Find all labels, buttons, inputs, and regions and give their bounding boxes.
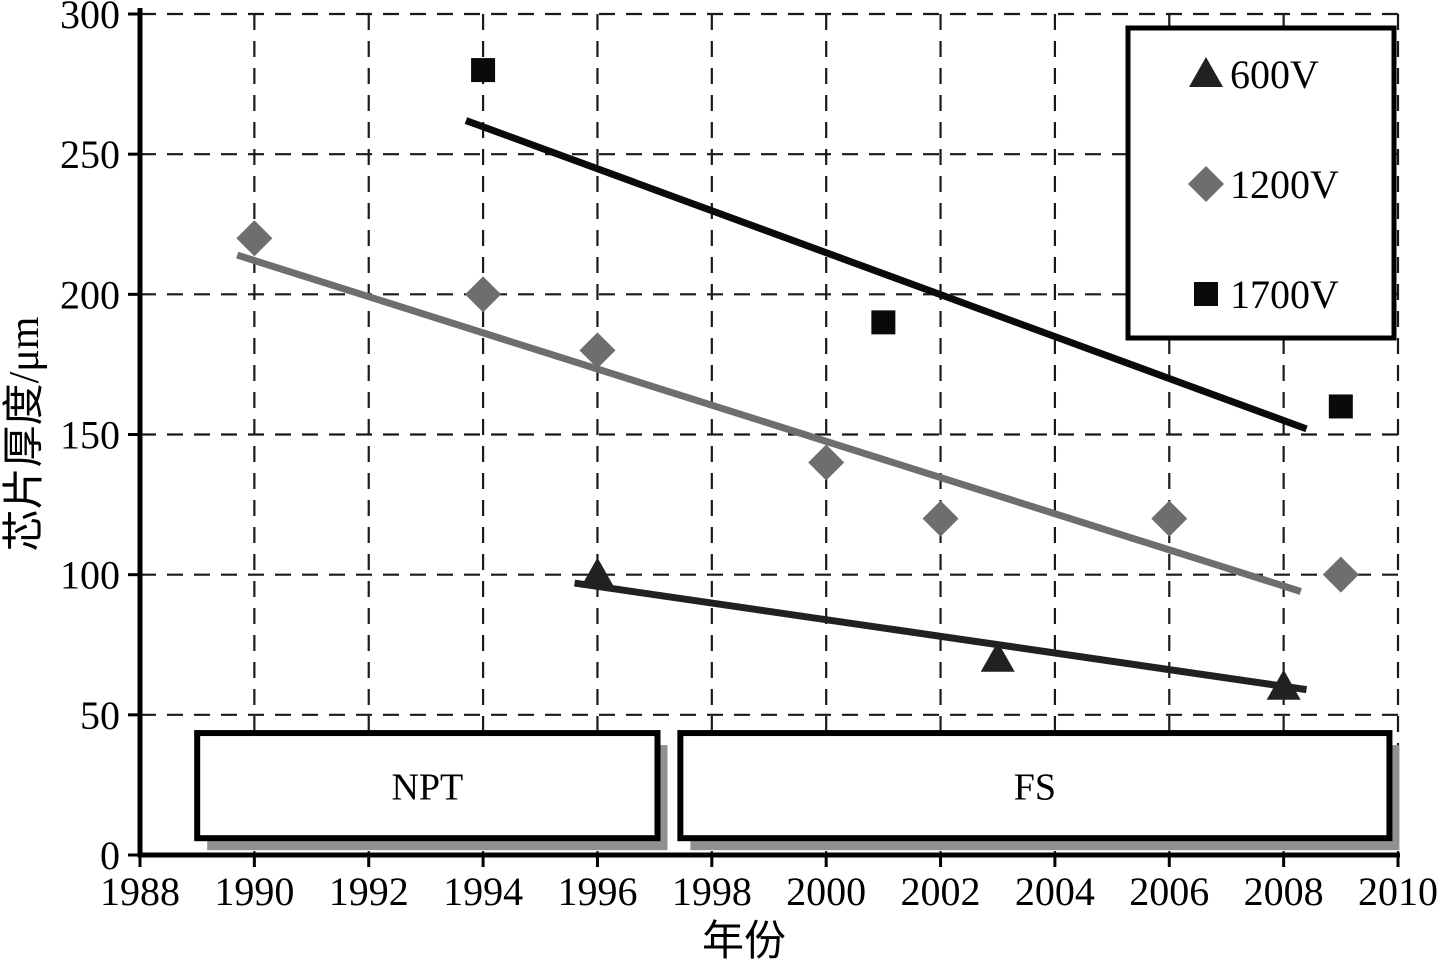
y-tick-label: 200 <box>60 272 120 317</box>
y-tick-label: 50 <box>80 693 120 738</box>
triangle-marker <box>980 641 1015 672</box>
legend-box <box>1125 25 1397 341</box>
legend-label: 1200V <box>1230 162 1339 207</box>
y-axis-title: 芯片厚度/μm <box>2 316 48 551</box>
diamond-marker <box>579 332 616 369</box>
x-tick-label: 2008 <box>1244 869 1324 914</box>
square-marker <box>471 58 496 83</box>
trendline-1200V <box>236 251 1302 595</box>
legend-label: 1700V <box>1230 272 1339 317</box>
x-tick-label: 1996 <box>557 869 637 914</box>
triangle-marker <box>1266 669 1301 700</box>
x-tick-label: 1994 <box>443 869 523 914</box>
region-box-rect <box>677 730 1393 842</box>
y-tick-label: 100 <box>60 553 120 598</box>
trendline-600V <box>574 579 1308 694</box>
legend-triangle-icon <box>1189 57 1223 87</box>
region-box-NPT: NPT <box>194 730 668 851</box>
diamond-marker <box>1322 556 1359 593</box>
region-box-rect <box>194 730 661 842</box>
tick-labels: 1988 1990 1992 1994 1996 1998 2000 2002 2004 2006… <box>60 0 1438 914</box>
diamond-marker <box>236 220 273 257</box>
x-tick-label: 2010 <box>1358 869 1438 914</box>
legend-label: 600V <box>1230 52 1319 97</box>
y-tick-label: 0 <box>100 833 120 878</box>
x-tick-label: 2002 <box>901 869 981 914</box>
region-label: FS <box>1014 767 1056 809</box>
region-label: NPT <box>391 767 463 809</box>
series-1200V <box>236 220 1359 595</box>
diamond-marker <box>922 500 959 537</box>
y-tick-label: 150 <box>60 413 120 458</box>
series-1700V <box>464 58 1353 433</box>
legend-diamond-icon <box>1188 166 1224 202</box>
x-tick-label: 1990 <box>214 869 294 914</box>
axes <box>128 8 1400 867</box>
x-tick-label: 2006 <box>1129 869 1209 914</box>
y-tick-label: 300 <box>60 0 120 37</box>
x-tick-label: 2000 <box>786 869 866 914</box>
legend-square-icon <box>1194 282 1218 306</box>
region-box-FS: FS <box>677 730 1400 851</box>
x-tick-label: 1988 <box>100 869 180 914</box>
diamond-marker <box>1151 500 1188 537</box>
square-marker <box>871 310 896 335</box>
diamond-marker <box>808 444 845 481</box>
x-axis-title: 年份 <box>702 918 786 965</box>
legend: 600V 1200V 1700V <box>1125 25 1397 341</box>
series-600V <box>574 557 1308 700</box>
x-tick-label: 1998 <box>672 869 752 914</box>
x-tick-label: 2004 <box>1015 869 1095 914</box>
y-tick-label: 250 <box>60 132 120 177</box>
x-tick-label: 1992 <box>329 869 409 914</box>
trendline-1700V <box>464 117 1308 433</box>
triangle-marker <box>580 557 615 588</box>
square-marker <box>1328 394 1353 419</box>
diamond-marker <box>465 276 502 313</box>
